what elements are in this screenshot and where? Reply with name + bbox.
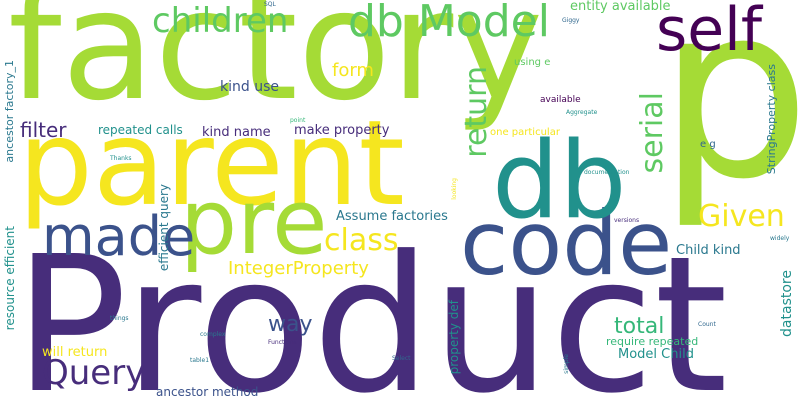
word-return: return bbox=[459, 66, 494, 158]
word-using-e: using e bbox=[514, 57, 551, 68]
word-complex: complex bbox=[200, 331, 226, 338]
word-require-repeated: require repeated bbox=[606, 335, 699, 348]
word-form: form bbox=[332, 60, 374, 81]
word-class: class bbox=[324, 223, 399, 258]
word-efficient-query: efficient query bbox=[157, 184, 171, 272]
word-resource-efficient: resource efficient bbox=[3, 226, 17, 331]
word-parent: parent bbox=[18, 94, 405, 232]
word-db: db bbox=[492, 119, 627, 242]
word-product: Product bbox=[14, 216, 728, 400]
word-total: total bbox=[614, 314, 665, 339]
word-db-model: db Model bbox=[348, 0, 550, 47]
word-thanks: Thanks bbox=[110, 155, 132, 162]
word-self: self bbox=[656, 0, 762, 65]
word-widely: widely bbox=[770, 235, 790, 242]
word-made: made bbox=[42, 205, 196, 268]
word-e-g: e g bbox=[700, 139, 716, 150]
word-child-kind: Child kind bbox=[676, 243, 741, 258]
word-will-return: will return bbox=[42, 345, 108, 360]
word-string-property-class: StringProperty class bbox=[765, 64, 778, 175]
word-kind-use: kind use bbox=[220, 79, 279, 95]
word-assume-factories: Assume factories bbox=[336, 209, 448, 224]
word-p: p bbox=[658, 0, 800, 232]
word-datastore: datastore bbox=[779, 270, 795, 337]
word-entity-available: entity available bbox=[570, 0, 671, 14]
word-aggregate: Aggregate bbox=[566, 109, 598, 116]
word-repeated-calls: repeated calls bbox=[98, 123, 183, 137]
word-count: Count bbox=[698, 321, 716, 328]
word-select: Select bbox=[392, 355, 411, 362]
word-way: way bbox=[268, 312, 313, 337]
word-code: code bbox=[460, 192, 673, 295]
word-integer-property: IntegerProperty bbox=[228, 258, 369, 279]
word-versions: versions bbox=[614, 217, 640, 224]
word-one-particular: one particular bbox=[490, 127, 560, 138]
word-ancestor-factory-1: ancestor factory_1 bbox=[3, 60, 16, 163]
word-kind-name: kind name bbox=[202, 125, 271, 140]
word-sql: SQL bbox=[264, 1, 276, 8]
word-pre: pre bbox=[180, 170, 328, 275]
word-functions: Functions bbox=[268, 339, 297, 346]
word-property-def: property def bbox=[447, 300, 461, 375]
word-simple: simple bbox=[563, 354, 570, 374]
word-looking: looking bbox=[451, 178, 458, 200]
word-factory: factory bbox=[8, 0, 544, 134]
word-filter: filter bbox=[20, 118, 67, 142]
word-given: Given bbox=[698, 199, 785, 234]
word-ancestor-method: ancestor method bbox=[156, 385, 259, 399]
word-giggy: Giggy bbox=[562, 17, 580, 24]
word-documentation: documentation bbox=[584, 169, 630, 176]
word-point: point bbox=[290, 117, 306, 124]
word-available: available bbox=[540, 95, 581, 105]
word-things: things bbox=[110, 315, 129, 322]
word-query: Query bbox=[42, 353, 146, 393]
word-children: children bbox=[152, 1, 289, 41]
word-model-child: Model Child bbox=[618, 347, 694, 362]
word-serial: serial bbox=[635, 92, 670, 174]
word-table1: table1 bbox=[190, 357, 210, 364]
word-make-property: make property bbox=[294, 123, 390, 138]
